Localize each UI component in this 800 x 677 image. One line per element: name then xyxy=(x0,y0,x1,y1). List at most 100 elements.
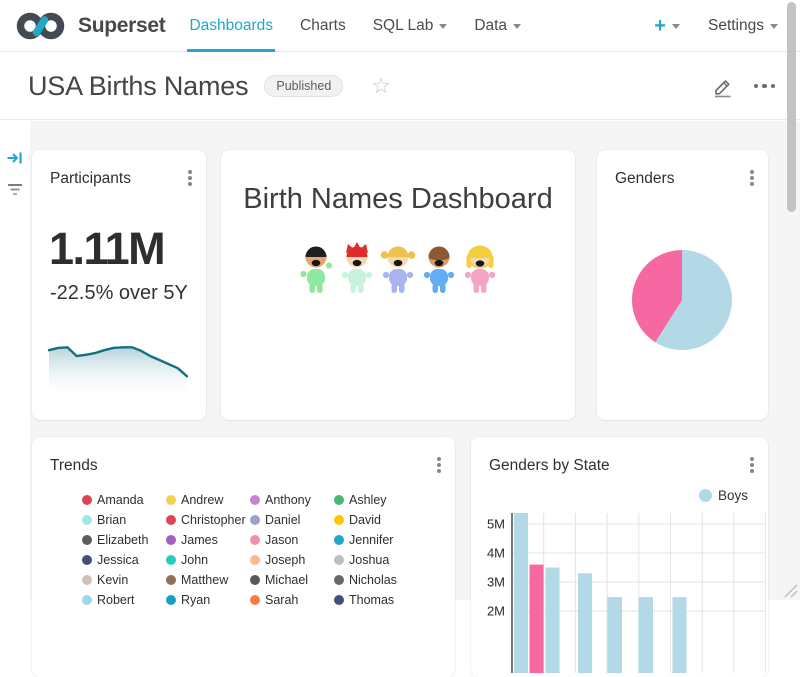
genders-pie-chart[interactable] xyxy=(632,250,732,350)
legend-label: Boys xyxy=(718,488,748,503)
card-participants: Participants 1.11M -22.5% over 5Y xyxy=(32,150,206,420)
nav-item-label: Charts xyxy=(300,17,346,35)
scrollbar[interactable] xyxy=(787,2,796,212)
chevron-down-icon xyxy=(770,24,778,29)
legend-item-anthony[interactable]: Anthony xyxy=(250,492,334,507)
legend-item-jennifer[interactable]: Jennifer xyxy=(334,532,418,547)
chart-title: Participants xyxy=(50,170,131,188)
chevron-down-icon xyxy=(672,24,680,29)
legend-label: Matthew xyxy=(181,573,228,587)
genders-by-state-bar-chart[interactable]: 5M 4M 3M 2M xyxy=(471,437,768,677)
dashboard-canvas: Participants 1.11M -22.5% over 5Y Birth … xyxy=(0,121,800,600)
kids-illustration xyxy=(221,242,575,294)
big-number-value: 1.11M xyxy=(49,226,164,271)
brand-name: Superset xyxy=(78,14,165,38)
kid-illustration xyxy=(338,242,376,294)
dashboard-title-bar: USA Births Names Published ☆ xyxy=(0,53,800,120)
published-badge[interactable]: Published xyxy=(264,75,343,97)
settings-label: Settings xyxy=(708,17,764,35)
legend-dot xyxy=(166,575,176,585)
legend-dot xyxy=(334,515,344,525)
participants-sparkline-chart[interactable] xyxy=(48,338,188,396)
legend-dot xyxy=(166,555,176,565)
new-button[interactable]: + xyxy=(654,16,680,36)
superset-logo[interactable]: Superset xyxy=(14,10,165,42)
edit-pencil-icon[interactable] xyxy=(711,75,734,98)
chevron-down-icon xyxy=(513,24,521,29)
legend-label: Nicholas xyxy=(349,573,397,587)
legend-item-joseph[interactable]: Joseph xyxy=(250,552,334,567)
svg-text:5M: 5M xyxy=(487,517,505,532)
legend-dot xyxy=(334,495,344,505)
legend-dot xyxy=(334,575,344,585)
settings-menu[interactable]: Settings xyxy=(708,17,778,35)
legend-item-jessica[interactable]: Jessica xyxy=(82,552,166,567)
svg-text:2M: 2M xyxy=(487,604,505,619)
legend-label: Jason xyxy=(265,533,298,547)
expand-filters-icon[interactable] xyxy=(6,149,24,167)
legend-item-joshua[interactable]: Joshua xyxy=(334,552,418,567)
legend-item-david[interactable]: David xyxy=(334,512,418,527)
legend-item-kevin[interactable]: Kevin xyxy=(82,572,166,587)
markdown-heading: Birth Names Dashboard xyxy=(221,183,575,216)
legend-item-boys[interactable]: Boys xyxy=(699,488,748,503)
legend-label: Jessica xyxy=(97,553,139,567)
nav-item-charts[interactable]: Charts xyxy=(300,0,346,52)
resize-handle[interactable] xyxy=(783,583,799,599)
legend-item-amanda[interactable]: Amanda xyxy=(82,492,166,507)
superset-infinity-icon xyxy=(14,10,70,42)
legend-label: Christopher xyxy=(181,513,246,527)
legend-label: Kevin xyxy=(97,573,128,587)
legend-label: Brian xyxy=(97,513,126,527)
legend-item-christopher[interactable]: Christopher xyxy=(166,512,250,527)
nav-item-label: Dashboards xyxy=(189,17,273,35)
kid-illustration xyxy=(379,242,417,294)
legend-item-james[interactable]: James xyxy=(166,532,250,547)
legend-label: Elizabeth xyxy=(97,533,148,547)
nav-item-dashboards[interactable]: Dashboards xyxy=(189,0,273,52)
legend-label: John xyxy=(181,553,208,567)
legend-dot xyxy=(250,575,260,585)
top-nav: Superset Dashboards Charts SQL Lab Data + S… xyxy=(0,0,800,52)
nav-item-label: SQL Lab xyxy=(373,17,434,35)
legend-label: Joseph xyxy=(265,553,305,567)
nav-item-data[interactable]: Data xyxy=(474,0,521,52)
legend-item-matthew[interactable]: Matthew xyxy=(166,572,250,587)
legend-dot xyxy=(699,489,712,502)
svg-text:3M: 3M xyxy=(487,575,505,590)
legend-dot xyxy=(82,575,92,585)
page-title: USA Births Names xyxy=(28,71,248,102)
legend-label: Jennifer xyxy=(349,533,393,547)
legend-label: David xyxy=(349,513,381,527)
kebab-menu-icon[interactable] xyxy=(188,170,192,174)
nav-right: + Settings xyxy=(654,16,800,36)
legend-item-daniel[interactable]: Daniel xyxy=(250,512,334,527)
kebab-menu-icon[interactable] xyxy=(437,457,441,461)
legend-item-michael[interactable]: Michael xyxy=(250,572,334,587)
favorite-star-icon[interactable]: ☆ xyxy=(371,75,391,97)
chevron-down-icon xyxy=(439,24,447,29)
legend-item-jason[interactable]: Jason xyxy=(250,532,334,547)
svg-text:4M: 4M xyxy=(487,546,505,561)
legend-dot xyxy=(82,495,92,505)
legend-dot xyxy=(166,495,176,505)
more-menu-icon[interactable] xyxy=(754,80,776,93)
kebab-menu-icon[interactable] xyxy=(750,170,754,174)
card-genders: Genders xyxy=(597,150,768,420)
legend-dot xyxy=(334,535,344,545)
legend-label: Ashley xyxy=(349,493,387,507)
filter-bar-collapsed xyxy=(0,121,30,600)
legend-label: Joshua xyxy=(349,553,389,567)
legend-item-brian[interactable]: Brian xyxy=(82,512,166,527)
legend-item-nicholas[interactable]: Nicholas xyxy=(334,572,418,587)
legend-item-elizabeth[interactable]: Elizabeth xyxy=(82,532,166,547)
legend-item-andrew[interactable]: Andrew xyxy=(166,492,250,507)
legend-item-ashley[interactable]: Ashley xyxy=(334,492,418,507)
legend-label: Amanda xyxy=(97,493,144,507)
nav-item-sql-lab[interactable]: SQL Lab xyxy=(373,0,448,52)
legend-item-john[interactable]: John xyxy=(166,552,250,567)
filters-icon xyxy=(5,181,25,199)
